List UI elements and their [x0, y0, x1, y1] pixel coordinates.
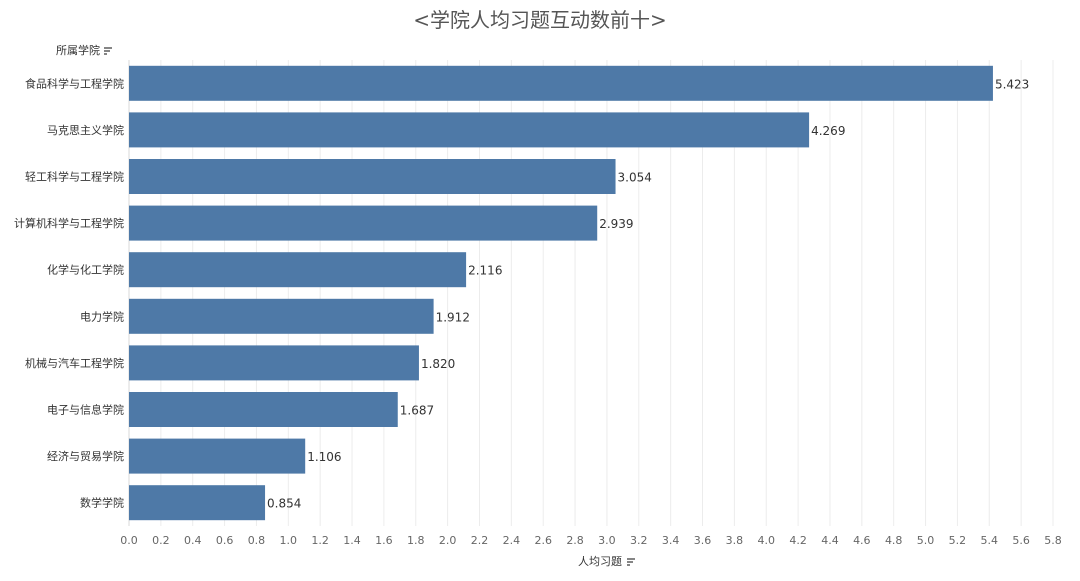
bar[interactable] [129, 345, 419, 381]
x-tick-label: 3.4 [662, 534, 680, 547]
x-tick-label: 5.2 [949, 534, 967, 547]
data-label: 1.820 [421, 357, 455, 371]
category-label: 机械与汽车工程学院 [25, 356, 124, 370]
x-tick-label: 3.8 [726, 534, 744, 547]
x-axis-title: 人均习题 [578, 555, 622, 568]
x-tick-label: 3.0 [598, 534, 616, 547]
x-tick-label: 1.8 [407, 534, 425, 547]
data-label: 3.054 [618, 171, 652, 185]
x-tick-label: 2.6 [534, 534, 552, 547]
x-tick-label: 0.6 [216, 534, 234, 547]
bar[interactable] [129, 252, 467, 288]
x-tick-label: 1.2 [311, 534, 329, 547]
data-label: 2.939 [599, 217, 633, 231]
y-sort-icon[interactable] [104, 47, 112, 55]
data-label: 4.269 [811, 124, 845, 138]
x-sort-icon[interactable] [627, 558, 635, 566]
data-label: 2.116 [468, 264, 502, 278]
x-axis-ticks: 0.0 0.2 0.4 0.6 0.8 1.0 1.2 1.4 1.6 1.8 2.0 2.2 2.4 2… [120, 534, 1062, 547]
x-tick-label: 5.4 [981, 534, 999, 547]
bar[interactable] [129, 438, 306, 474]
x-tick-label: 4.8 [885, 534, 903, 547]
category-label: 化学与化工学院 [47, 263, 124, 277]
x-tick-label: 4.4 [821, 534, 839, 547]
x-tick-label: 1.4 [343, 534, 361, 547]
category-label: 数学学院 [80, 496, 124, 510]
category-label: 计算机科学与工程学院 [14, 216, 124, 230]
bar[interactable] [129, 298, 434, 334]
data-label: 1.687 [400, 404, 434, 418]
data-label: 5.423 [995, 77, 1029, 91]
x-tick-label: 4.0 [757, 534, 775, 547]
x-tick-label: 5.6 [1012, 534, 1030, 547]
x-tick-label: 4.6 [853, 534, 871, 547]
value-labels: 5.423 4.269 3.054 2.939 2.116 1.912 1.820 1.687… [267, 77, 1029, 510]
x-tick-label: 2.2 [471, 534, 489, 547]
x-tick-label: 1.6 [375, 534, 393, 547]
x-tick-label: 1.0 [280, 534, 298, 547]
x-tick-label: 0.2 [152, 534, 170, 547]
bar[interactable] [129, 159, 616, 194]
bar[interactable] [129, 112, 810, 148]
category-label: 电力学院 [80, 309, 124, 323]
category-label: 马克思主义学院 [47, 123, 124, 137]
data-label: 1.912 [436, 310, 470, 324]
x-tick-label: 0.8 [248, 534, 266, 547]
x-tick-label: 4.2 [789, 534, 807, 547]
x-tick-label: 3.6 [694, 534, 712, 547]
x-tick-label: 0.4 [184, 534, 202, 547]
category-labels: 食品科学与工程学院马克思主义学院轻工科学与工程学院计算机科学与工程学院化学与化工… [14, 76, 124, 509]
data-label: 0.854 [267, 497, 301, 511]
x-tick-label: 5.0 [917, 534, 935, 547]
bar[interactable] [129, 205, 598, 241]
y-axis-header: 所属学院 [56, 43, 100, 57]
category-label: 经济与贸易学院 [47, 449, 124, 463]
category-label: 轻工科学与工程学院 [25, 170, 124, 184]
data-label: 1.106 [307, 450, 341, 464]
x-tick-label: 5.8 [1044, 534, 1062, 547]
bar[interactable] [129, 392, 398, 427]
x-tick-label: 2.8 [566, 534, 584, 547]
x-tick-label: 0.0 [120, 534, 138, 547]
category-label: 电子与信息学院 [47, 403, 124, 417]
x-tick-label: 2.0 [439, 534, 457, 547]
x-tick-label: 3.2 [630, 534, 648, 547]
bars [129, 65, 993, 521]
chart-title: <学院人均习题互动数前十> [413, 8, 667, 32]
bar[interactable] [129, 485, 266, 521]
x-tick-label: 2.4 [503, 534, 521, 547]
category-label: 食品科学与工程学院 [25, 76, 124, 90]
bar[interactable] [129, 65, 993, 101]
